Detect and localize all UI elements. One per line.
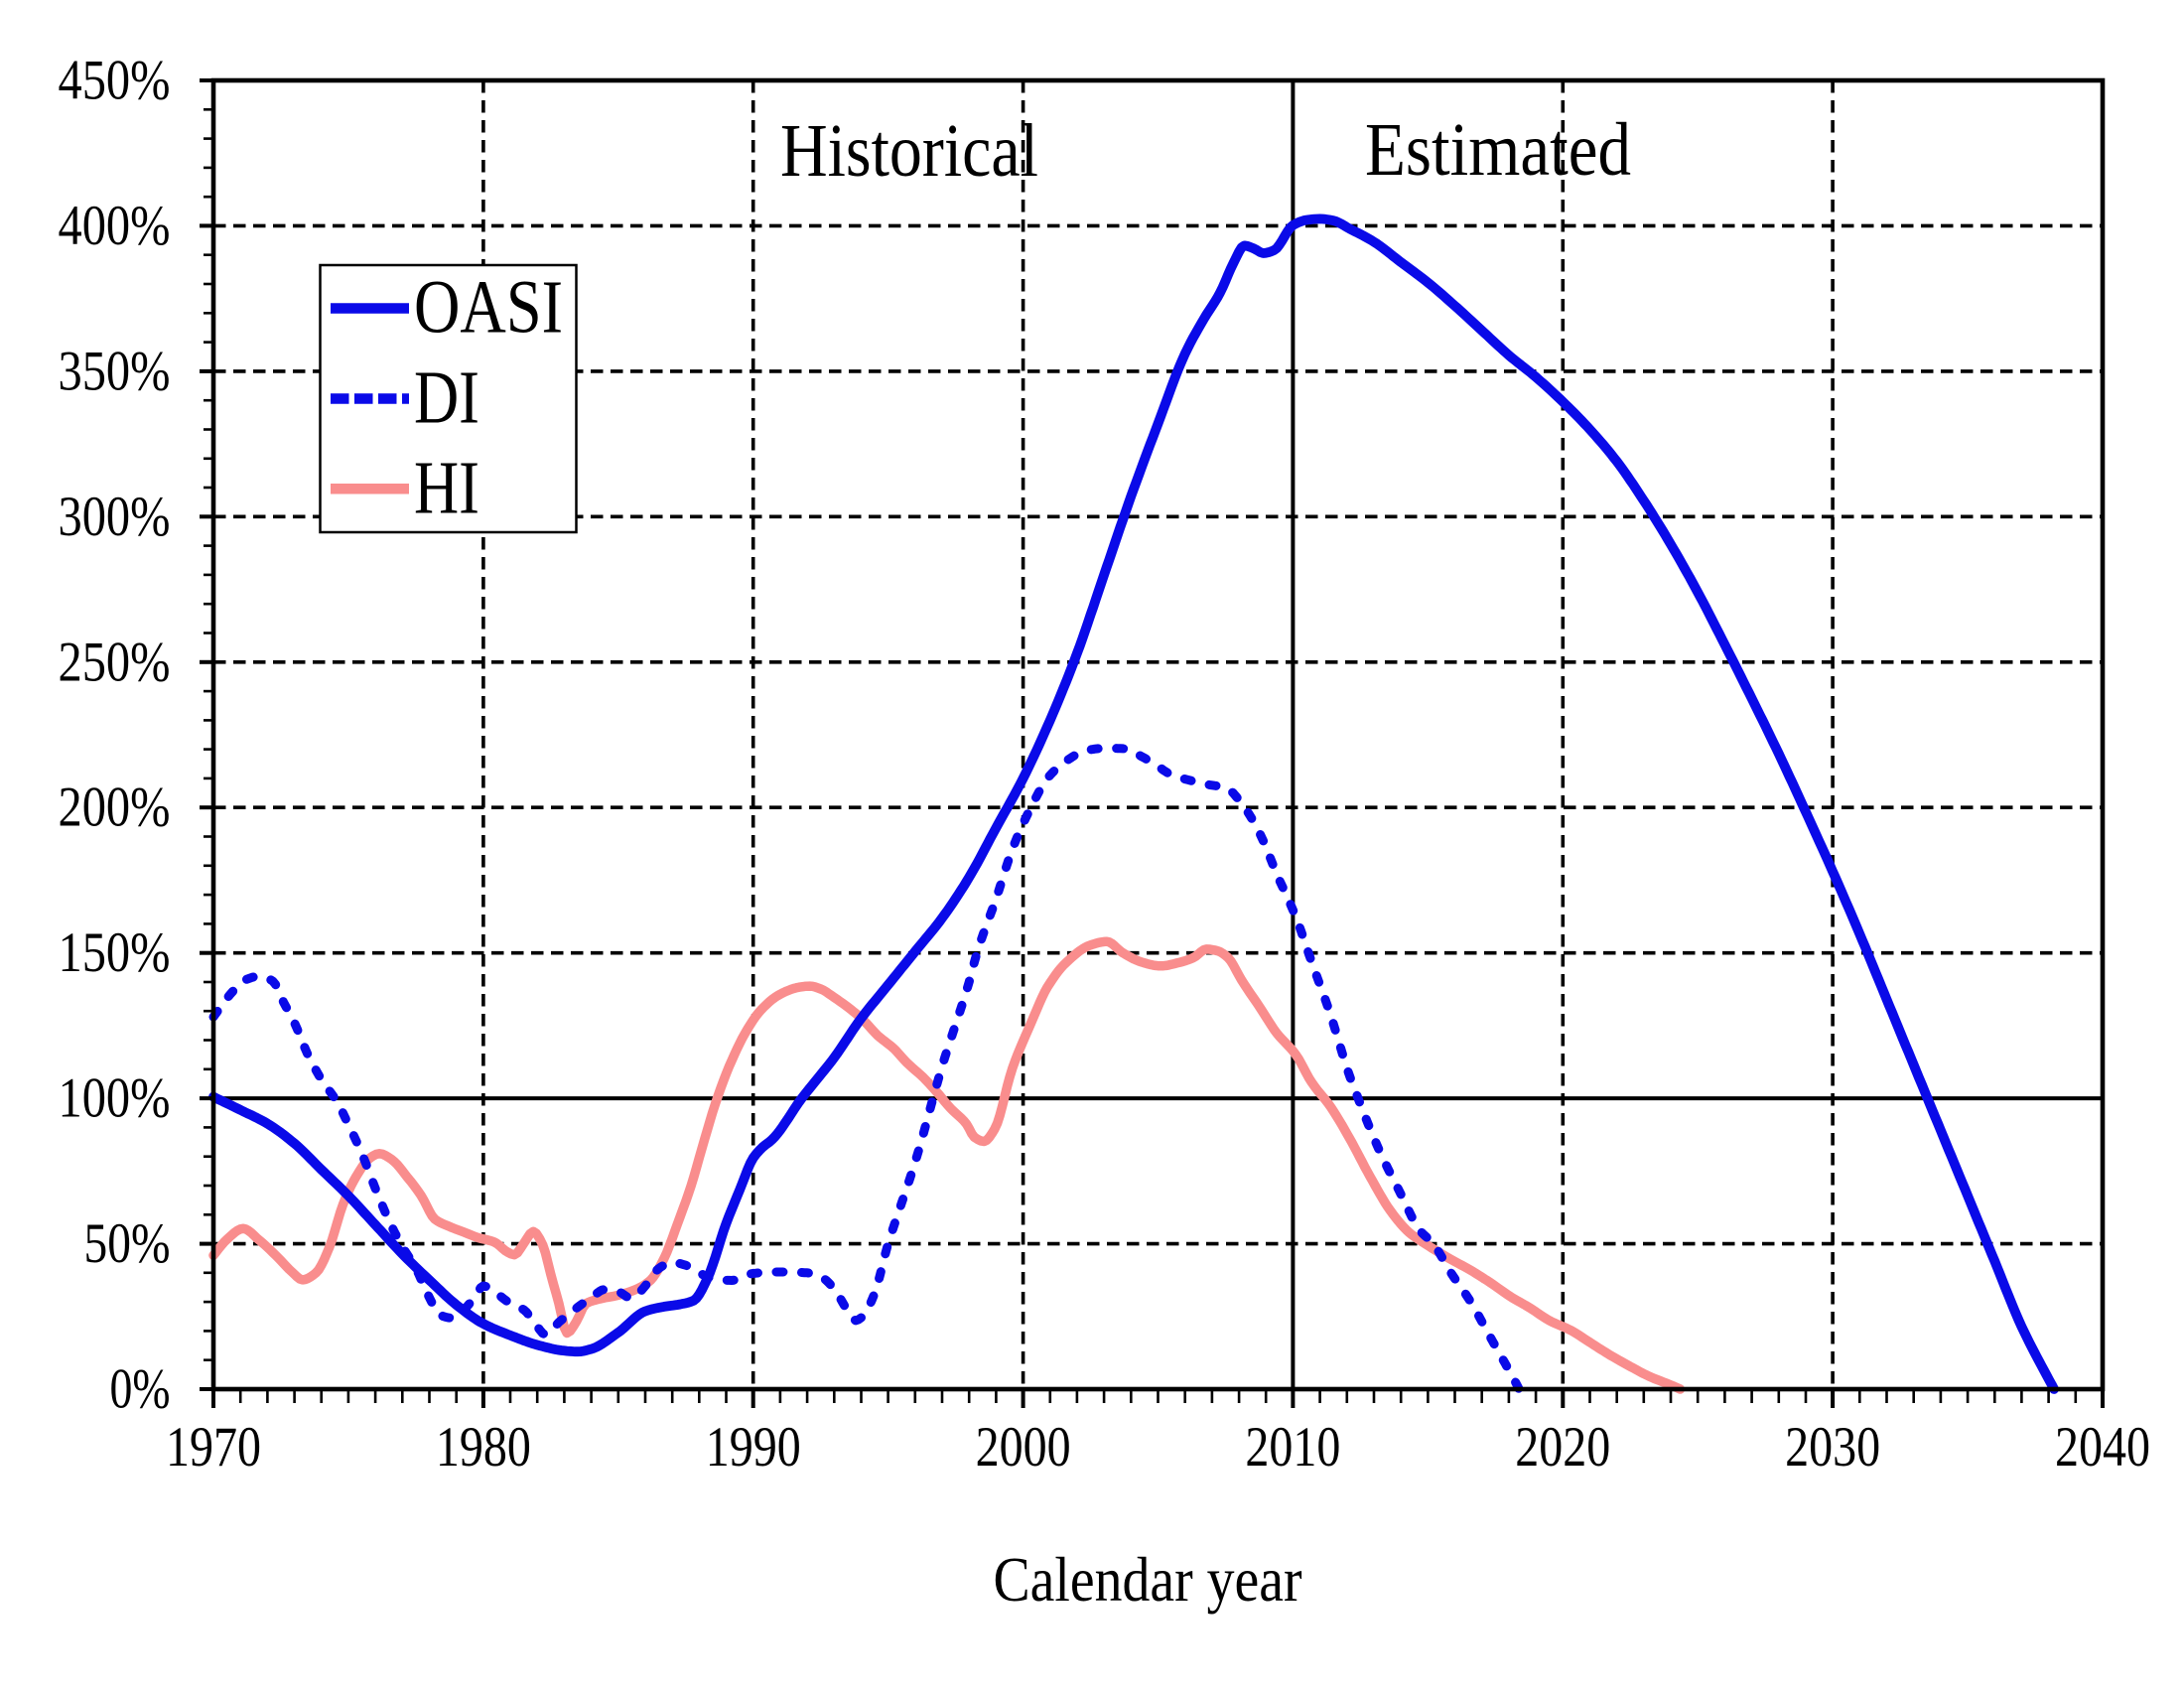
svg-text:100%: 100% [59, 1067, 171, 1130]
svg-text:Estimated: Estimated [1365, 108, 1631, 192]
svg-text:2020: 2020 [1515, 1416, 1610, 1479]
svg-text:HI: HI [414, 447, 479, 530]
svg-text:250%: 250% [59, 631, 171, 693]
svg-text:350%: 350% [59, 340, 171, 402]
svg-text:2000: 2000 [976, 1416, 1071, 1479]
svg-text:150%: 150% [59, 921, 171, 984]
svg-text:50%: 50% [84, 1212, 171, 1275]
svg-text:1980: 1980 [436, 1416, 531, 1479]
svg-text:Historical: Historical [780, 109, 1038, 193]
svg-text:2030: 2030 [1785, 1416, 1880, 1479]
svg-text:450%: 450% [59, 50, 171, 112]
svg-text:2040: 2040 [2055, 1416, 2150, 1479]
svg-text:OASI: OASI [414, 266, 563, 350]
svg-text:2010: 2010 [1245, 1416, 1340, 1479]
svg-text:1970: 1970 [166, 1416, 261, 1479]
svg-text:400%: 400% [59, 195, 171, 257]
svg-text:Calendar year: Calendar year [994, 1545, 1302, 1615]
svg-text:200%: 200% [59, 776, 171, 839]
svg-text:300%: 300% [59, 486, 171, 548]
svg-text:DI: DI [414, 356, 479, 440]
svg-text:0%: 0% [110, 1358, 171, 1421]
svg-text:1990: 1990 [706, 1416, 801, 1479]
